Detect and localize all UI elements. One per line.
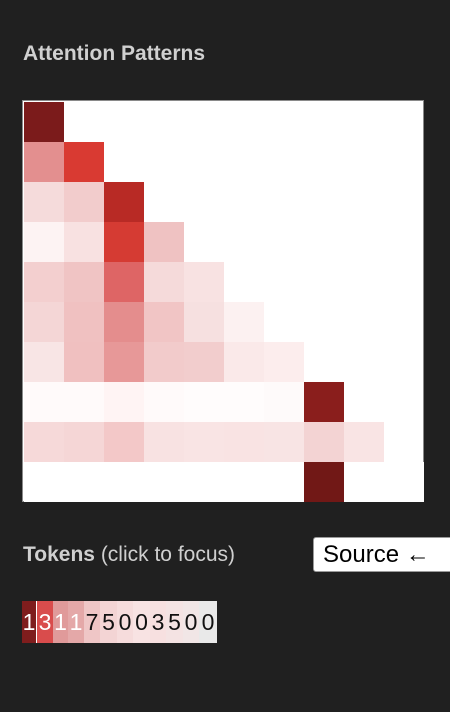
heatmap-cell[interactable] <box>264 422 304 462</box>
tokens-heading: Tokens (click to focus) <box>23 542 235 568</box>
heatmap-cell[interactable] <box>144 342 184 382</box>
heatmap-cell[interactable] <box>184 462 224 502</box>
heatmap-cell[interactable] <box>64 142 104 182</box>
heatmap-cell[interactable] <box>184 342 224 382</box>
heatmap-cell[interactable] <box>184 302 224 342</box>
heatmap-cell[interactable] <box>64 222 104 262</box>
heatmap-cell[interactable] <box>144 382 184 422</box>
attention-heatmap-frame <box>22 100 424 502</box>
heatmap-cell[interactable] <box>104 382 144 422</box>
heatmap-cell[interactable] <box>344 462 384 502</box>
panel-title: Attention Patterns <box>23 42 206 65</box>
heatmap-cell[interactable] <box>224 422 264 462</box>
heatmap-cell[interactable] <box>24 102 64 142</box>
heatmap-cell[interactable] <box>24 302 64 342</box>
heatmap-cell[interactable] <box>64 262 104 302</box>
heatmap-cell[interactable] <box>24 222 64 262</box>
heatmap-cell[interactable] <box>224 462 264 502</box>
heatmap-cell[interactable] <box>64 182 104 222</box>
heatmap-cell[interactable] <box>264 382 304 422</box>
heatmap-cell[interactable] <box>224 382 264 422</box>
heatmap-cell[interactable] <box>104 182 144 222</box>
token[interactable]: 1 <box>53 601 68 643</box>
heatmap-cell[interactable] <box>104 222 144 262</box>
heatmap-cell[interactable] <box>104 342 144 382</box>
heatmap-cell[interactable] <box>344 422 384 462</box>
heatmap-cell[interactable] <box>264 462 304 502</box>
token[interactable]: 0 <box>199 601 217 643</box>
token[interactable]: 5 <box>100 601 117 643</box>
heatmap-cell[interactable] <box>184 262 224 302</box>
heatmap-cell[interactable] <box>144 302 184 342</box>
heatmap-cell[interactable] <box>184 422 224 462</box>
heatmap-cell[interactable] <box>24 182 64 222</box>
heatmap-cell[interactable] <box>24 382 64 422</box>
heatmap-cell[interactable] <box>24 142 64 182</box>
heatmap-cell[interactable] <box>24 342 64 382</box>
tokens-heading-hint: (click to focus) <box>100 543 236 566</box>
heatmap-cell[interactable] <box>144 262 184 302</box>
token[interactable]: 5 <box>166 601 183 643</box>
token[interactable]: 3 <box>150 601 166 643</box>
heatmap-cell[interactable] <box>64 302 104 342</box>
heatmap-cell[interactable] <box>304 462 344 502</box>
heatmap-cell[interactable] <box>264 342 304 382</box>
heatmap-cell[interactable] <box>104 462 144 502</box>
heatmap-cell[interactable] <box>224 302 264 342</box>
heatmap-cell[interactable] <box>64 342 104 382</box>
token[interactable]: 0 <box>133 601 150 643</box>
token[interactable]: 3 <box>37 601 53 643</box>
heatmap-cell[interactable] <box>64 422 104 462</box>
token[interactable]: 0 <box>117 601 133 643</box>
token[interactable]: 0 <box>183 601 199 643</box>
attention-heatmap[interactable] <box>24 102 424 502</box>
heatmap-cell[interactable] <box>304 382 344 422</box>
heatmap-cell[interactable] <box>104 422 144 462</box>
token[interactable]: 1 <box>68 601 84 643</box>
heatmap-cell[interactable] <box>144 222 184 262</box>
heatmap-cell[interactable] <box>144 422 184 462</box>
tokens-heading-label: Tokens <box>23 543 95 566</box>
heatmap-cell[interactable] <box>24 262 64 302</box>
heatmap-cell[interactable] <box>64 462 104 502</box>
heatmap-cell[interactable] <box>184 382 224 422</box>
heatmap-cell[interactable] <box>104 262 144 302</box>
heatmap-cell[interactable] <box>104 302 144 342</box>
token[interactable]: 7 <box>84 601 100 643</box>
token[interactable]: 1 <box>22 601 37 643</box>
heatmap-cell[interactable] <box>64 382 104 422</box>
heatmap-cell[interactable] <box>384 462 424 502</box>
heatmap-cell[interactable] <box>144 462 184 502</box>
heatmap-cell[interactable] <box>24 462 64 502</box>
heatmap-cell[interactable] <box>304 422 344 462</box>
attention-direction-select-value: Source ← <box>323 541 430 568</box>
attention-direction-select[interactable]: Source ← <box>313 537 450 572</box>
heatmap-cell[interactable] <box>224 342 264 382</box>
heatmap-cell[interactable] <box>24 422 64 462</box>
